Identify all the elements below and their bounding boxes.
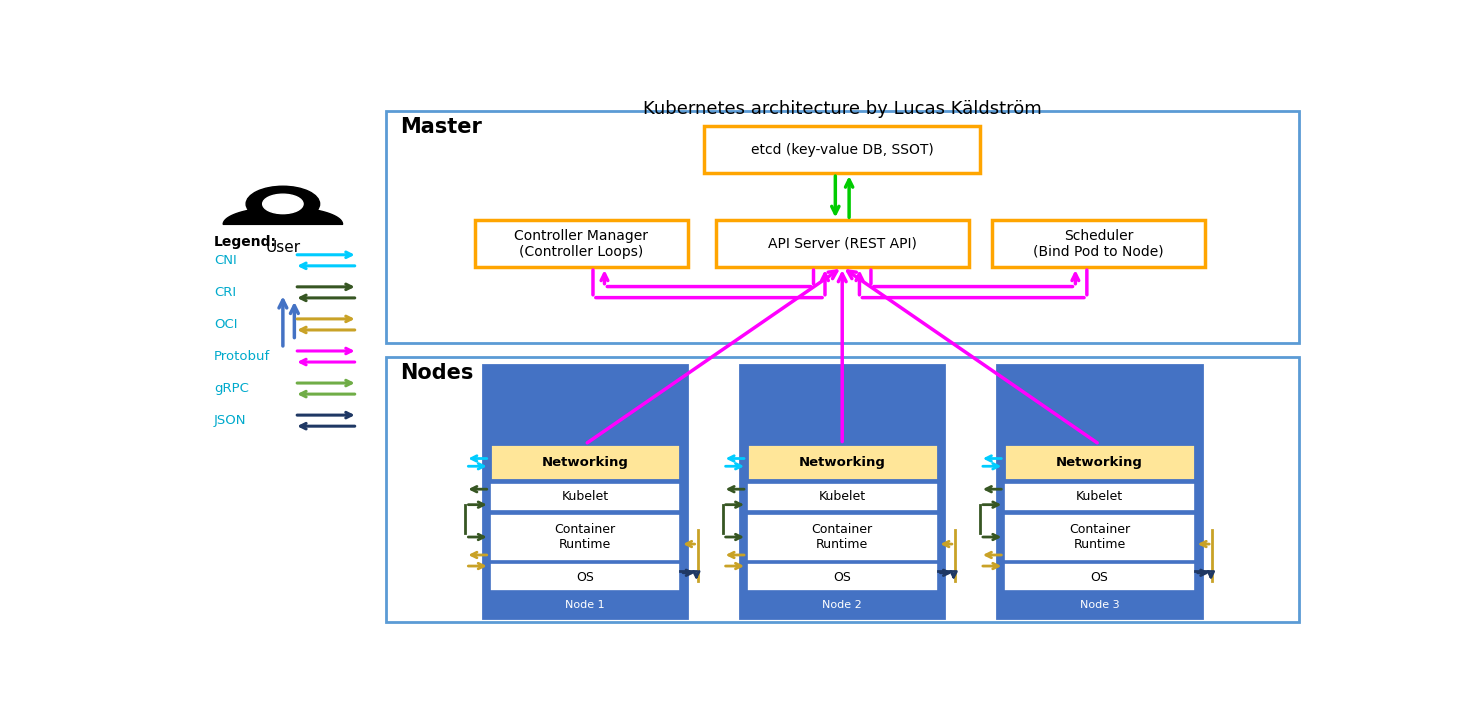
Text: Container
Runtime: Container Runtime	[554, 523, 615, 551]
Text: OS: OS	[1091, 571, 1109, 584]
Bar	[1005, 513, 1194, 561]
Bar	[489, 444, 680, 480]
Bar	[1005, 482, 1194, 511]
Bar	[704, 126, 980, 173]
Bar	[483, 365, 688, 618]
Text: Controller Manager
(Controller Loops): Controller Manager (Controller Loops)	[514, 228, 649, 258]
Bar	[1005, 444, 1194, 480]
Text: User: User	[265, 241, 301, 255]
Bar	[489, 563, 680, 592]
Polygon shape	[224, 207, 342, 224]
Bar	[489, 511, 680, 513]
Bar	[1005, 480, 1194, 482]
Text: Scheduler
(Bind Pod to Node): Scheduler (Bind Pod to Node)	[1033, 228, 1163, 258]
Text: Networking: Networking	[1057, 456, 1143, 469]
Text: OS: OS	[576, 571, 594, 584]
Text: OCI: OCI	[213, 318, 237, 331]
Bar	[740, 593, 944, 616]
Text: Kubelet: Kubelet	[1076, 490, 1123, 503]
Bar	[740, 365, 944, 618]
Bar	[489, 482, 680, 511]
Bar	[747, 480, 938, 482]
Text: Legend:: Legend:	[213, 236, 277, 249]
Bar	[716, 220, 969, 267]
Bar	[747, 563, 938, 592]
Bar	[483, 593, 688, 616]
Bar	[747, 482, 938, 511]
Text: OS: OS	[833, 571, 851, 584]
Text: Container
Runtime: Container Runtime	[812, 523, 873, 551]
Bar	[489, 561, 680, 563]
Bar	[747, 444, 938, 480]
Text: Node 3: Node 3	[1080, 600, 1119, 610]
Text: etcd (key-value DB, SSOT): etcd (key-value DB, SSOT)	[751, 143, 934, 157]
Text: Networking: Networking	[541, 456, 628, 469]
Text: Networking: Networking	[799, 456, 886, 469]
Text: Protobuf: Protobuf	[213, 350, 270, 363]
Text: gRPC: gRPC	[213, 382, 249, 395]
Text: API Server (REST API): API Server (REST API)	[768, 237, 917, 251]
Text: Nodes: Nodes	[400, 363, 473, 383]
Bar	[387, 111, 1300, 343]
Bar	[747, 513, 938, 561]
Text: Container
Runtime: Container Runtime	[1069, 523, 1131, 551]
Circle shape	[262, 194, 304, 214]
Bar	[476, 220, 688, 267]
Bar	[997, 365, 1202, 618]
Bar	[991, 220, 1205, 267]
Bar	[747, 511, 938, 513]
Circle shape	[246, 186, 320, 222]
Bar	[747, 561, 938, 563]
Text: Kubernetes architecture by Lucas Käldström: Kubernetes architecture by Lucas Käldstr…	[643, 100, 1042, 118]
Text: CNI: CNI	[213, 253, 237, 267]
Bar	[997, 593, 1202, 616]
Bar	[1005, 511, 1194, 513]
Text: Node 1: Node 1	[565, 600, 605, 610]
Text: Master: Master	[400, 116, 482, 136]
Text: Kubelet: Kubelet	[562, 490, 609, 503]
Text: JSON: JSON	[213, 414, 246, 427]
Bar	[1005, 561, 1194, 563]
Bar	[387, 357, 1300, 623]
Bar	[489, 480, 680, 482]
Bar	[1005, 563, 1194, 592]
Text: Kubelet: Kubelet	[818, 490, 865, 503]
Text: Node 2: Node 2	[823, 600, 863, 610]
Bar	[489, 513, 680, 561]
Text: CRI: CRI	[213, 286, 236, 299]
